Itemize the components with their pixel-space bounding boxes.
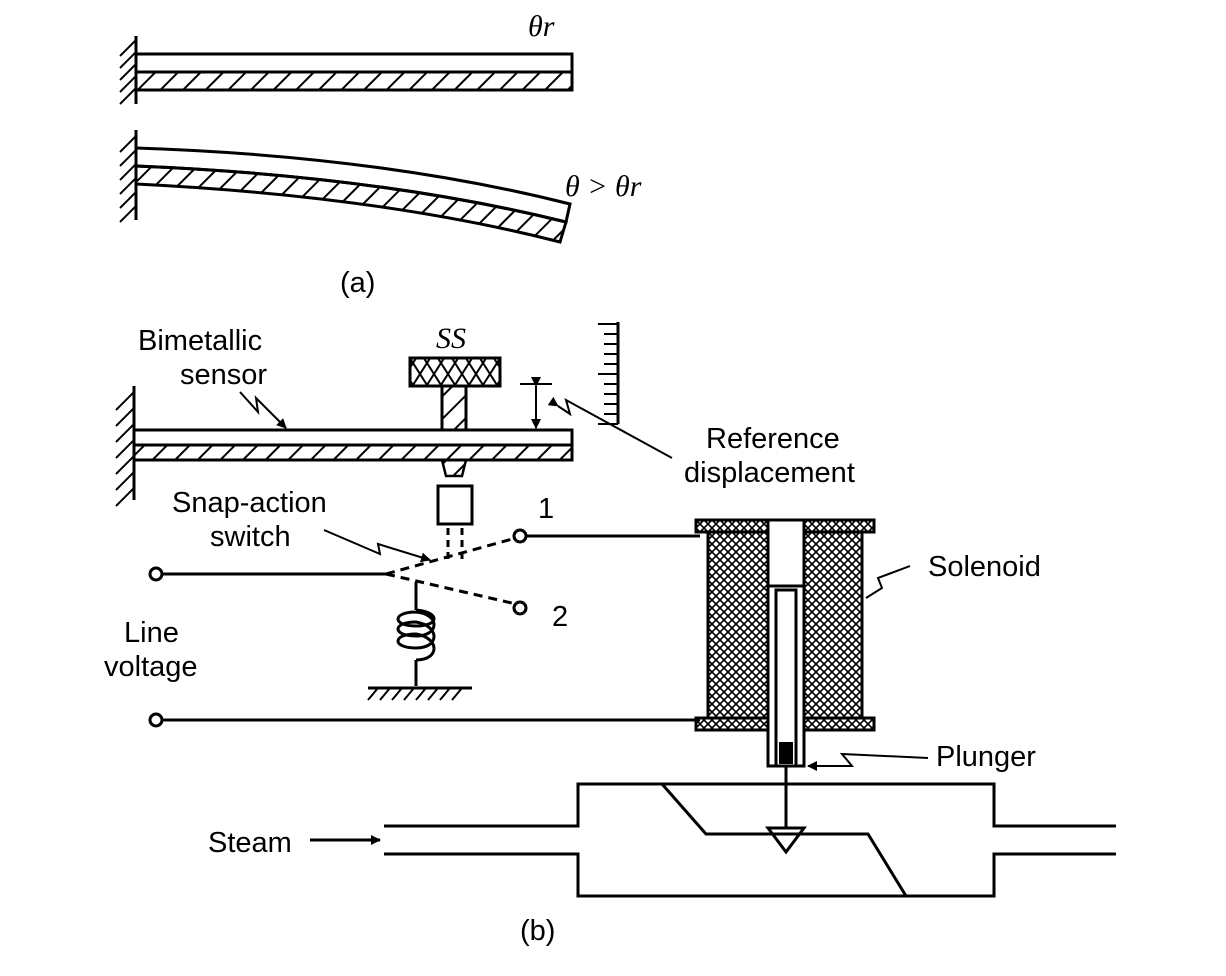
- theta-ref-label: θr: [528, 10, 555, 43]
- snap-label-line2: switch: [210, 521, 291, 553]
- part-a: θr θ > θr (a): [119, 10, 642, 299]
- wall-a-upper: [119, 36, 138, 105]
- bimetallic-sensor: [132, 428, 574, 462]
- line-voltage-label-line2: voltage: [104, 651, 198, 683]
- plunger: [774, 588, 798, 768]
- solenoid-label: Solenoid: [928, 551, 1041, 583]
- part-b: SS Reference displacement Bimetallic sen…: [104, 322, 1116, 947]
- scale-ruler: [598, 322, 620, 425]
- line-terminal-bottom: [148, 712, 164, 728]
- wall-a-lower: [119, 130, 138, 223]
- bimetallic-label-line2: sensor: [180, 359, 267, 391]
- bimetallic-label-line1: Bimetallic: [138, 325, 262, 357]
- reference-displacement-marker: [520, 377, 673, 459]
- solenoid-leader: [865, 565, 911, 599]
- line-voltage-label-line1: Line: [124, 617, 179, 649]
- snap-leader: [323, 529, 431, 563]
- snap-action-switch: [160, 528, 528, 616]
- plunger-label: Plunger: [936, 741, 1036, 773]
- bimetal-strip-straight: [134, 52, 574, 92]
- solenoid: [694, 518, 876, 768]
- caption-a: (a): [340, 267, 375, 299]
- plunger-leader: [807, 752, 929, 771]
- caption-b: (b): [520, 915, 555, 947]
- theta-gt-label: θ > θr: [565, 170, 642, 203]
- wall-b: [115, 386, 136, 507]
- valve-body: [384, 782, 1116, 898]
- ground: [367, 686, 472, 701]
- line-terminal-top: [148, 566, 164, 582]
- contact-1-label: 1: [538, 493, 554, 525]
- switch-actuator: [436, 458, 474, 560]
- reference-label-line2: displacement: [684, 457, 855, 489]
- spring: [396, 582, 436, 686]
- bimetallic-leader: [239, 391, 287, 429]
- snap-label-line1: Snap-action: [172, 487, 327, 519]
- set-screw: [408, 356, 502, 432]
- ss-label: SS: [436, 322, 466, 355]
- valve-plug: [765, 826, 807, 855]
- steam-label: Steam: [208, 827, 292, 859]
- contact-2-terminal: [512, 600, 528, 616]
- contact-2-label: 2: [552, 601, 568, 633]
- reference-label-line1: Reference: [706, 423, 840, 455]
- contact-1-terminal: [512, 528, 528, 544]
- bimetal-strip-bent: [134, 146, 572, 244]
